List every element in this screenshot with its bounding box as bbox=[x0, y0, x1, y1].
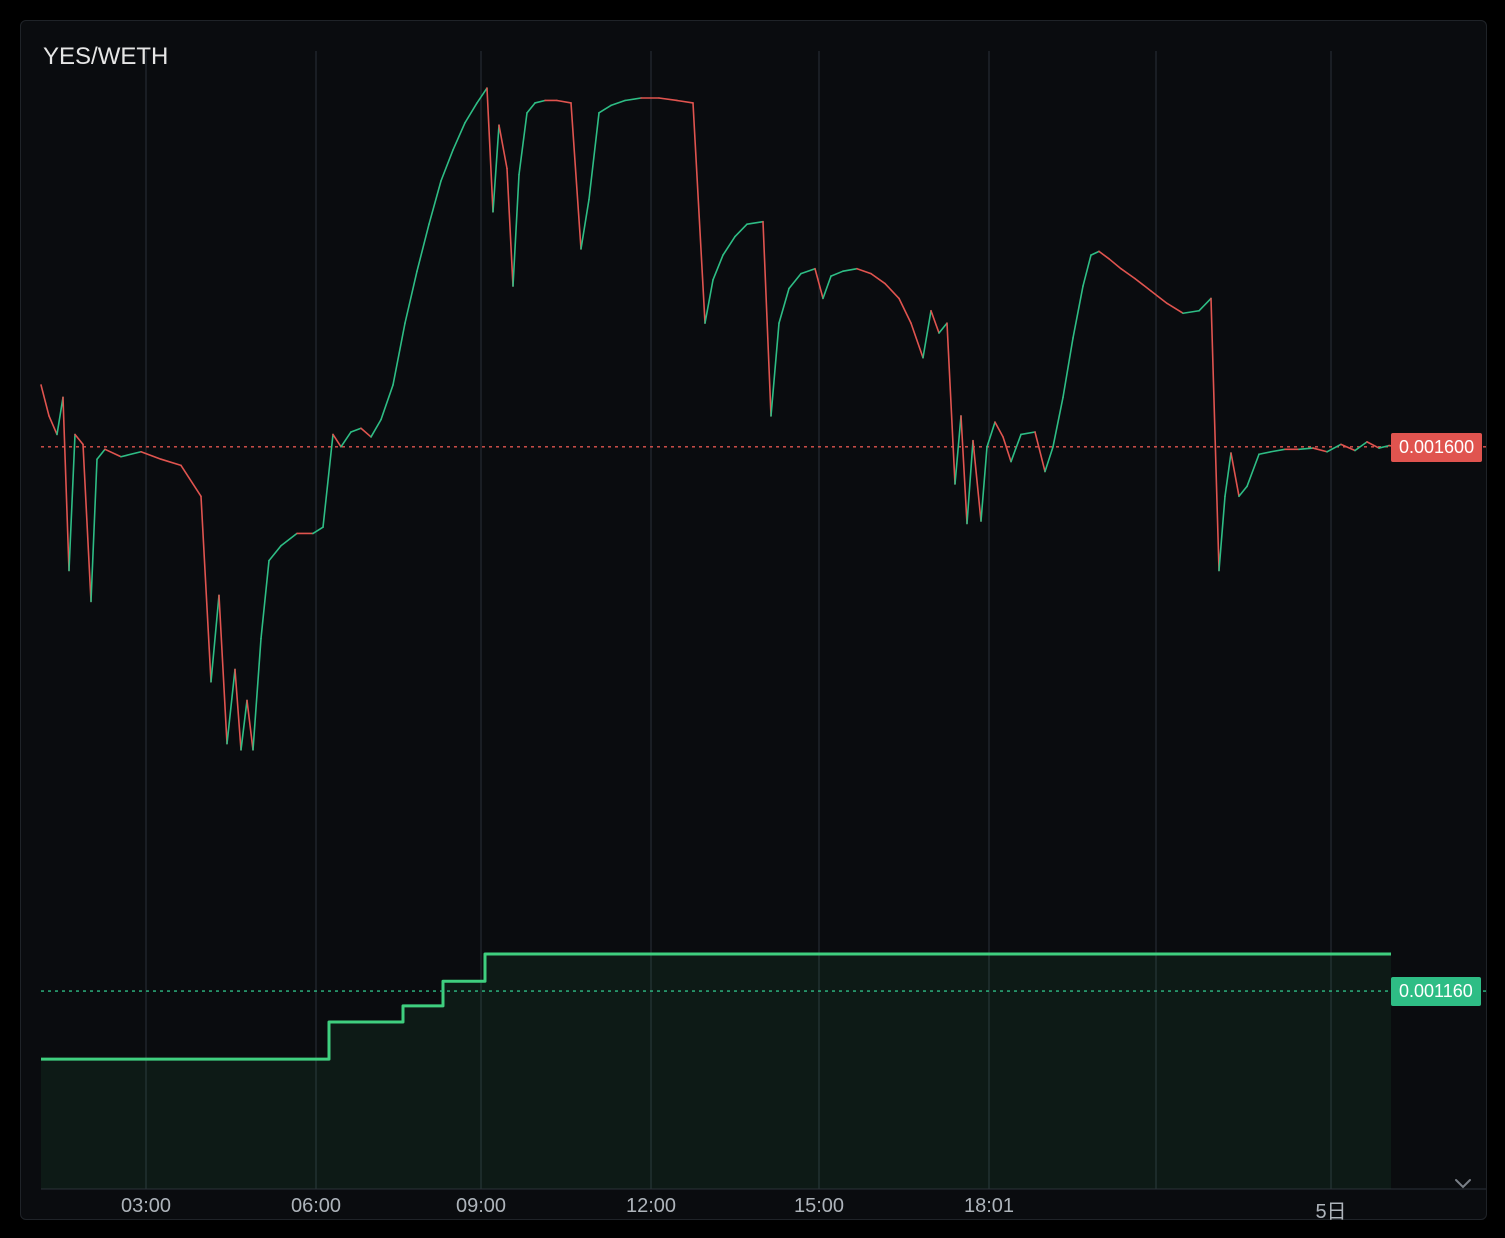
chevron-down-icon[interactable] bbox=[1454, 1174, 1472, 1195]
app-frame: YES/WETH 0.001600 0.001160 03:00 06:00 09:… bbox=[0, 0, 1505, 1238]
pair-title: YES/WETH bbox=[43, 43, 168, 71]
chart-svg bbox=[21, 21, 1486, 1219]
x-tick-label: 15:00 bbox=[794, 1195, 844, 1218]
x-tick-label: 18:01 bbox=[964, 1195, 1014, 1218]
x-tick-label: 5日 bbox=[1315, 1195, 1346, 1224]
price-tag-current: 0.001600 bbox=[1391, 433, 1482, 462]
x-tick-label: 03:00 bbox=[121, 1195, 171, 1218]
x-tick-label: 06:00 bbox=[291, 1195, 341, 1218]
x-tick-label: 09:00 bbox=[456, 1195, 506, 1218]
x-tick-label: 12:00 bbox=[626, 1195, 676, 1218]
chart-panel[interactable]: YES/WETH 0.001600 0.001160 03:00 06:00 09:… bbox=[20, 20, 1487, 1220]
price-tag-indicator: 0.001160 bbox=[1391, 977, 1481, 1006]
